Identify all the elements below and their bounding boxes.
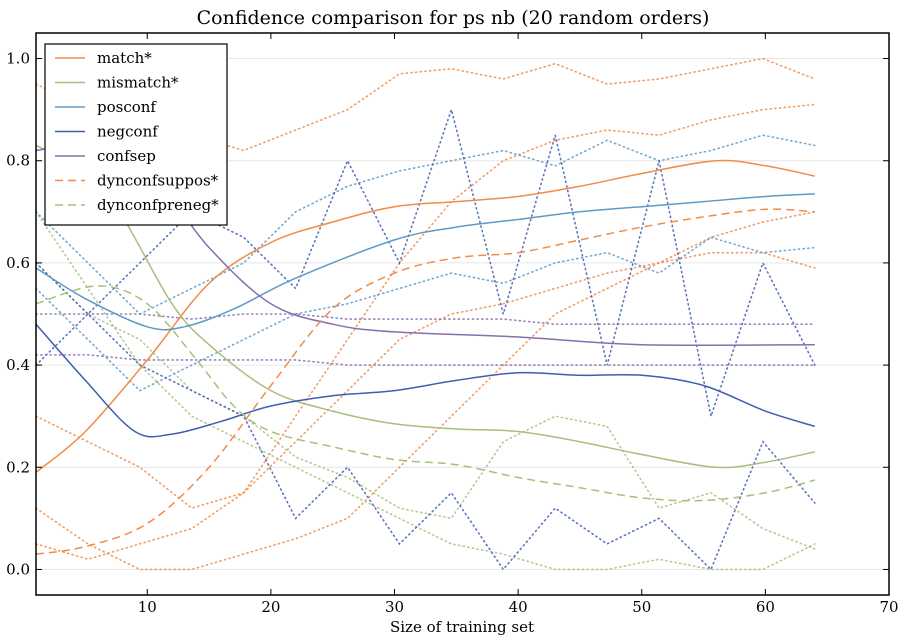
dotted-run-line — [35, 211, 816, 571]
dotted-run-line — [35, 354, 816, 366]
y-tick-label: 0.2 — [6, 458, 30, 476]
legend-label: match* — [97, 49, 152, 67]
plot-frame — [35, 32, 890, 596]
series-line-mismatch — [35, 144, 815, 469]
series-line-dynconfsuppos — [35, 208, 815, 555]
x-tick-label: 10 — [138, 598, 157, 616]
dotted-run-line — [35, 313, 816, 326]
y-tick-label: 0.4 — [6, 356, 30, 374]
x-tick-label: 70 — [879, 598, 898, 616]
y-tick-label: 0.6 — [6, 254, 30, 272]
main-series — [35, 143, 816, 555]
legend-label: negconf — [97, 123, 159, 141]
x-tick-label: 50 — [632, 598, 651, 616]
dotted-run-line — [35, 262, 816, 571]
y-tick-label: 1.0 — [6, 50, 30, 68]
legend-label: dynconfpreneg* — [97, 196, 219, 214]
x-tick-label: 40 — [509, 598, 528, 616]
legend-box — [44, 43, 228, 226]
dotted-run-line — [35, 211, 816, 571]
dotted-run-line — [35, 251, 816, 561]
x-tick-label: 20 — [261, 598, 280, 616]
x-tick-label: 30 — [385, 598, 404, 616]
series-line-posconf — [35, 193, 815, 331]
series-line-match — [35, 159, 815, 473]
x-axis-label: Size of training set — [390, 618, 534, 636]
legend: match* mismatch* posconf negconf confsep dync… — [44, 43, 228, 226]
series-line-dynconfpreneg — [35, 285, 815, 502]
x-tick-label: 60 — [756, 598, 775, 616]
legend-label: confsep — [97, 147, 156, 165]
axis-ticks: 0.0 0.2 0.4 0.6 0.8 1.0 10 20 30 40 50 60 70 — [6, 33, 899, 616]
legend-label: dynconfsuppos* — [97, 172, 219, 190]
series-line-negconf — [35, 323, 816, 438]
y-tick-label: 0.0 — [6, 560, 30, 578]
legend-label: mismatch* — [97, 74, 179, 92]
chart-title: Confidence comparison for ps nb (20 rand… — [197, 7, 710, 29]
dotted-run-line — [35, 106, 816, 420]
legend-label: posconf — [97, 98, 157, 116]
dotted-run-line — [35, 134, 816, 315]
y-tick-label: 0.8 — [6, 152, 30, 170]
